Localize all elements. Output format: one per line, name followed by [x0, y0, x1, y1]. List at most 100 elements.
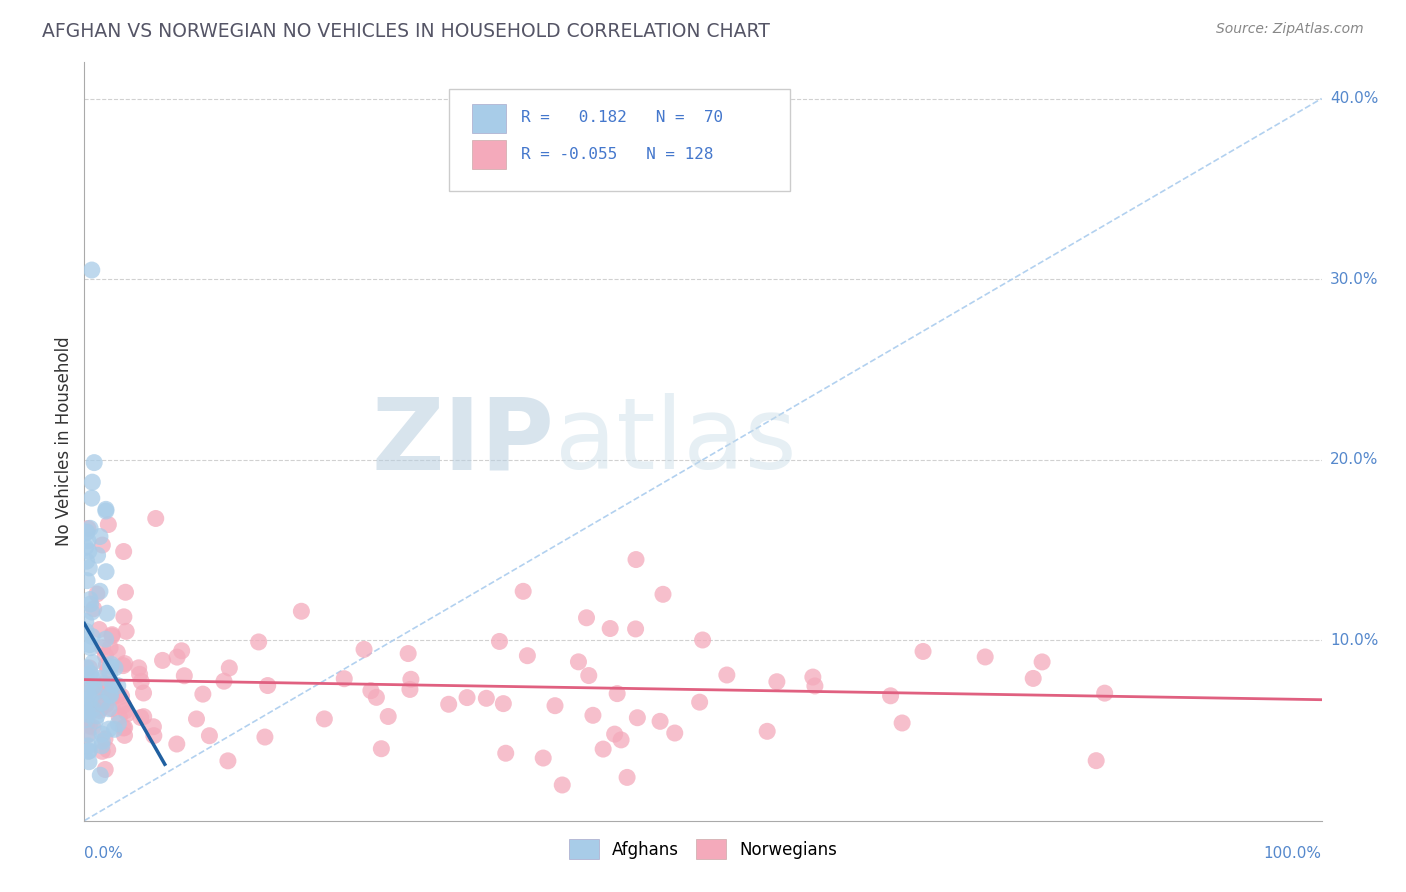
- Point: [89, 701, 111, 715]
- Point: [83, 601, 105, 615]
- Point: [98, 640, 121, 655]
- Point: [96, 607, 118, 621]
- Point: [94, 504, 117, 518]
- Point: [79, 666, 101, 681]
- Point: [186, 712, 208, 726]
- Text: 20.0%: 20.0%: [1330, 452, 1378, 467]
- Point: [91, 744, 114, 758]
- Point: [79, 521, 101, 535]
- Point: [648, 714, 671, 729]
- Point: [879, 689, 901, 703]
- Point: [79, 719, 101, 733]
- Point: [1094, 686, 1116, 700]
- Point: [132, 709, 155, 723]
- Point: [104, 661, 127, 675]
- Point: [399, 673, 422, 687]
- Point: [79, 561, 101, 575]
- Point: [94, 648, 117, 663]
- Point: [578, 668, 600, 682]
- Point: [166, 737, 188, 751]
- Point: [91, 696, 114, 710]
- Legend: Afghans, Norwegians: Afghans, Norwegians: [562, 833, 844, 865]
- Point: [766, 674, 789, 689]
- Point: [152, 653, 174, 667]
- Point: [94, 632, 117, 647]
- Point: [101, 678, 124, 692]
- Point: [87, 685, 110, 699]
- Point: [145, 511, 167, 525]
- Point: [198, 729, 221, 743]
- Point: [94, 731, 117, 746]
- Point: [247, 635, 270, 649]
- Point: [76, 524, 98, 539]
- Point: [396, 647, 419, 661]
- Point: [76, 717, 98, 731]
- Point: [79, 640, 101, 655]
- Point: [166, 650, 188, 665]
- Point: [77, 755, 100, 769]
- Point: [108, 710, 131, 724]
- Point: [366, 690, 388, 705]
- Point: [91, 727, 114, 741]
- Point: [551, 778, 574, 792]
- Point: [94, 676, 117, 690]
- Point: [101, 701, 124, 715]
- Point: [129, 710, 152, 724]
- Point: [97, 517, 120, 532]
- Point: [77, 744, 100, 758]
- Point: [370, 741, 392, 756]
- Point: [112, 610, 135, 624]
- Point: [616, 771, 638, 785]
- Point: [98, 666, 121, 681]
- Point: [128, 661, 150, 675]
- Point: [110, 690, 132, 704]
- Point: [89, 623, 111, 637]
- Text: 10.0%: 10.0%: [1330, 632, 1378, 648]
- Point: [692, 632, 714, 647]
- Point: [101, 629, 124, 643]
- Point: [756, 724, 779, 739]
- Point: [96, 698, 118, 712]
- Point: [173, 669, 195, 683]
- Point: [314, 712, 336, 726]
- Point: [567, 655, 589, 669]
- Point: [1031, 655, 1053, 669]
- Point: [716, 668, 738, 682]
- Point: [77, 522, 100, 536]
- Point: [84, 685, 107, 699]
- Point: [97, 722, 120, 736]
- Point: [77, 707, 100, 722]
- Point: [652, 587, 675, 601]
- Point: [83, 456, 105, 470]
- Point: [495, 746, 517, 760]
- Point: [79, 661, 101, 675]
- Point: [80, 605, 103, 619]
- Point: [89, 704, 111, 718]
- Point: [75, 668, 97, 682]
- Point: [129, 674, 152, 689]
- Point: [456, 690, 478, 705]
- Point: [256, 679, 278, 693]
- Point: [77, 698, 100, 712]
- Text: R = -0.055   N = 128: R = -0.055 N = 128: [522, 146, 714, 161]
- Point: [75, 704, 97, 718]
- Point: [114, 657, 136, 671]
- Point: [912, 644, 935, 658]
- Point: [610, 732, 633, 747]
- Point: [97, 688, 120, 702]
- Point: [89, 529, 111, 543]
- Point: [218, 661, 240, 675]
- Point: [107, 679, 129, 693]
- Point: [94, 502, 117, 516]
- Point: [974, 650, 997, 665]
- Text: ZIP: ZIP: [371, 393, 554, 490]
- Point: [100, 657, 122, 672]
- Point: [90, 739, 112, 753]
- Point: [77, 687, 100, 701]
- Point: [253, 730, 276, 744]
- Point: [77, 727, 100, 741]
- Point: [77, 739, 100, 753]
- Point: [98, 688, 121, 702]
- Point: [377, 709, 399, 723]
- Point: [79, 592, 101, 607]
